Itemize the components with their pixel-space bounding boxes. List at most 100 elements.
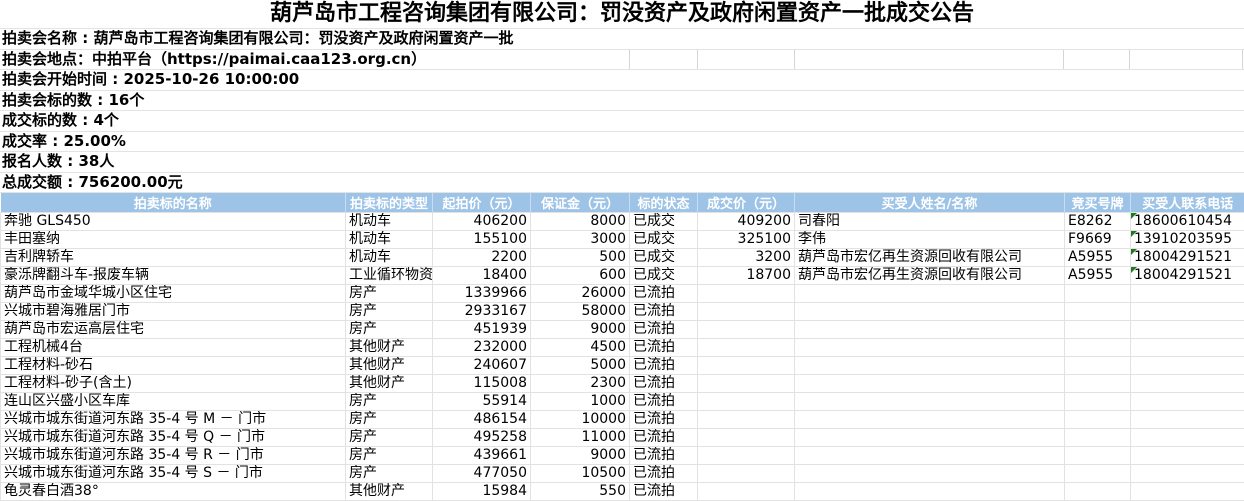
- info-row-4[interactable]: 成交标的数 : 4个: [0, 111, 1244, 132]
- type-cell[interactable]: 其他财产: [346, 339, 433, 357]
- type-cell[interactable]: 房产: [346, 465, 433, 483]
- paddle-cell[interactable]: A5955: [1065, 249, 1131, 267]
- name-cell[interactable]: 豪泺牌翻斗车-报废车辆: [1, 267, 346, 285]
- deposit-cell[interactable]: 3000: [531, 231, 630, 249]
- type-cell[interactable]: 其他财产: [346, 483, 433, 501]
- status-cell[interactable]: 已流拍: [630, 447, 698, 465]
- buyer-cell[interactable]: [795, 411, 1065, 429]
- deposit-cell[interactable]: 58000: [531, 303, 630, 321]
- buyer-cell[interactable]: [795, 393, 1065, 411]
- phone-cell[interactable]: [1131, 357, 1244, 375]
- start-price-cell[interactable]: 495258: [433, 429, 531, 447]
- status-cell[interactable]: 已流拍: [630, 375, 698, 393]
- status-cell[interactable]: 已成交: [630, 249, 698, 267]
- info-row-1[interactable]: 拍卖会地点：中拍平台（https://paimai.caa123.org.cn）: [0, 50, 1244, 71]
- phone-cell[interactable]: [1131, 375, 1244, 393]
- status-cell[interactable]: 已流拍: [630, 339, 698, 357]
- name-cell[interactable]: 工程机械4台: [1, 339, 346, 357]
- paddle-cell[interactable]: [1065, 285, 1131, 303]
- phone-cell[interactable]: [1131, 429, 1244, 447]
- paddle-cell[interactable]: [1065, 447, 1131, 465]
- name-cell[interactable]: 兴城市城东街道河东路 35-4 号 Q － 门市: [1, 429, 346, 447]
- deposit-cell[interactable]: 10500: [531, 465, 630, 483]
- type-cell[interactable]: 其他财产: [346, 357, 433, 375]
- buyer-cell[interactable]: 李伟: [795, 231, 1065, 249]
- phone-cell[interactable]: [1131, 339, 1244, 357]
- paddle-cell[interactable]: [1065, 483, 1131, 501]
- deal-price-cell[interactable]: [698, 357, 795, 375]
- status-cell[interactable]: 已流拍: [630, 321, 698, 339]
- deal-price-cell[interactable]: [698, 411, 795, 429]
- column-header-start-price[interactable]: 起拍价（元）: [433, 193, 531, 213]
- phone-cell[interactable]: 18600610454: [1131, 213, 1244, 231]
- paddle-cell[interactable]: [1065, 339, 1131, 357]
- deal-price-cell[interactable]: [698, 483, 795, 501]
- buyer-cell[interactable]: [795, 483, 1065, 501]
- start-price-cell[interactable]: 18400: [433, 267, 531, 285]
- name-cell[interactable]: 工程材料-砂子(含土): [1, 375, 346, 393]
- type-cell[interactable]: 房产: [346, 303, 433, 321]
- buyer-cell[interactable]: [795, 339, 1065, 357]
- phone-cell[interactable]: [1131, 483, 1244, 501]
- buyer-cell[interactable]: [795, 357, 1065, 375]
- buyer-cell[interactable]: [795, 429, 1065, 447]
- type-cell[interactable]: 机动车: [346, 213, 433, 231]
- column-header-status[interactable]: 标的状态: [630, 193, 698, 213]
- status-cell[interactable]: 已流拍: [630, 393, 698, 411]
- empty-cell[interactable]: [629, 50, 697, 70]
- name-cell[interactable]: 兴城市城东街道河东路 35-4 号 S － 门市: [1, 465, 346, 483]
- buyer-cell[interactable]: [795, 303, 1065, 321]
- type-cell[interactable]: 机动车: [346, 249, 433, 267]
- type-cell[interactable]: 房产: [346, 321, 433, 339]
- name-cell[interactable]: 工程材料-砂石: [1, 357, 346, 375]
- paddle-cell[interactable]: [1065, 411, 1131, 429]
- type-cell[interactable]: 房产: [346, 393, 433, 411]
- paddle-cell[interactable]: [1065, 375, 1131, 393]
- type-cell[interactable]: 房产: [346, 447, 433, 465]
- deal-price-cell[interactable]: [698, 465, 795, 483]
- name-cell[interactable]: 龟灵春白酒38°: [1, 483, 346, 501]
- deal-price-cell[interactable]: 409200: [698, 213, 795, 231]
- deal-price-cell[interactable]: 18700: [698, 267, 795, 285]
- paddle-cell[interactable]: E8262: [1065, 213, 1131, 231]
- name-cell[interactable]: 兴城市城东街道河东路 35-4 号 M － 门市: [1, 411, 346, 429]
- deal-price-cell[interactable]: [698, 285, 795, 303]
- paddle-cell[interactable]: [1065, 357, 1131, 375]
- deposit-cell[interactable]: 550: [531, 483, 630, 501]
- paddle-cell[interactable]: [1065, 321, 1131, 339]
- buyer-cell[interactable]: 葫芦岛市宏亿再生资源回收有限公司: [795, 267, 1065, 285]
- status-cell[interactable]: 已流拍: [630, 411, 698, 429]
- buyer-cell[interactable]: 司春阳: [795, 213, 1065, 231]
- column-header-name[interactable]: 拍卖标的名称: [1, 193, 346, 213]
- type-cell[interactable]: 房产: [346, 285, 433, 303]
- phone-cell[interactable]: [1131, 411, 1244, 429]
- name-cell[interactable]: 连山区兴盛小区车库: [1, 393, 346, 411]
- status-cell[interactable]: 已成交: [630, 213, 698, 231]
- status-cell[interactable]: 已成交: [630, 231, 698, 249]
- type-cell[interactable]: 房产: [346, 429, 433, 447]
- paddle-cell[interactable]: [1065, 393, 1131, 411]
- deal-price-cell[interactable]: [698, 339, 795, 357]
- column-header-paddle[interactable]: 竞买号牌: [1065, 193, 1131, 213]
- buyer-cell[interactable]: [795, 321, 1065, 339]
- start-price-cell[interactable]: 1339966: [433, 285, 531, 303]
- name-cell[interactable]: 兴城市碧海雅居门市: [1, 303, 346, 321]
- start-price-cell[interactable]: 2200: [433, 249, 531, 267]
- type-cell[interactable]: 机动车: [346, 231, 433, 249]
- start-price-cell[interactable]: 240607: [433, 357, 531, 375]
- buyer-cell[interactable]: 葫芦岛市宏亿再生资源回收有限公司: [795, 249, 1065, 267]
- paddle-cell[interactable]: [1065, 429, 1131, 447]
- status-cell[interactable]: 已流拍: [630, 483, 698, 501]
- paddle-cell[interactable]: [1065, 303, 1131, 321]
- deposit-cell[interactable]: 5000: [531, 357, 630, 375]
- phone-cell[interactable]: 18004291521: [1131, 249, 1244, 267]
- deal-price-cell[interactable]: [698, 429, 795, 447]
- name-cell[interactable]: 葫芦岛市金域华城小区住宅: [1, 285, 346, 303]
- deposit-cell[interactable]: 2300: [531, 375, 630, 393]
- phone-cell[interactable]: [1131, 393, 1244, 411]
- buyer-cell[interactable]: [795, 285, 1065, 303]
- deal-price-cell[interactable]: [698, 393, 795, 411]
- column-header-deal-price[interactable]: 成交价（元）: [698, 193, 795, 213]
- start-price-cell[interactable]: 15984: [433, 483, 531, 501]
- start-price-cell[interactable]: 232000: [433, 339, 531, 357]
